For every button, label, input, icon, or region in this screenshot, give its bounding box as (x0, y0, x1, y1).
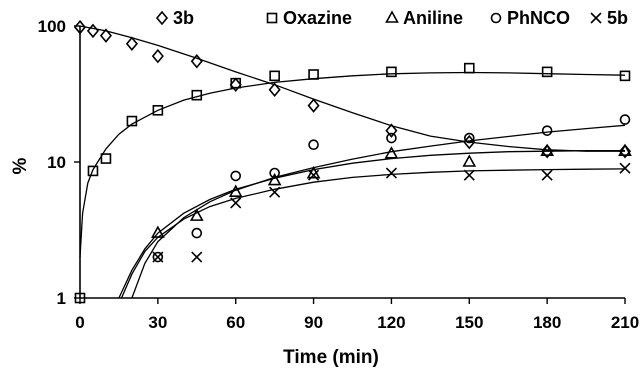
y-tick-label: 1 (57, 289, 66, 308)
data-point-3b (307, 98, 320, 113)
x-tick-label: 210 (611, 313, 639, 332)
x-axis-ticks: 0 30 60 90 120 150 180 210 (75, 298, 639, 332)
data-point-3b (229, 77, 242, 92)
data-point-oxazine (463, 62, 475, 74)
data-point-aniline (384, 146, 399, 159)
data-point-phnco (230, 170, 242, 182)
y-axis-title: % (10, 157, 31, 174)
x-tick-label: 0 (75, 313, 84, 332)
legend-marker-oxazine (266, 12, 278, 24)
data-point-oxazine (152, 104, 164, 116)
x-tick-label: 150 (455, 313, 483, 332)
data-point-phnco (308, 139, 319, 151)
data-point-3b (385, 123, 398, 138)
legend-marker-3b (155, 10, 169, 26)
x-tick-label: 180 (533, 313, 561, 332)
x-tick-label: 90 (304, 313, 323, 332)
y-tick-label: 100 (38, 17, 66, 36)
x-tick-label: 60 (226, 313, 245, 332)
data-point-3b (125, 36, 138, 52)
legend-label-phnco: PhNCO (507, 8, 570, 28)
data-point-phnco (541, 125, 553, 136)
data-point-5b (541, 169, 553, 181)
data-markers (73, 19, 632, 304)
data-point-aniline (618, 143, 632, 157)
x-tick-label: 30 (148, 313, 167, 332)
data-point-3b (86, 23, 100, 39)
data-point-aniline (267, 172, 282, 186)
data-point-phnco (619, 114, 631, 125)
fit-lines (79, 25, 626, 299)
legend-label-5b: 5b (607, 8, 628, 28)
data-point-5b (152, 251, 164, 263)
legend-marker-phnco (490, 12, 502, 24)
legend-label-oxazine: Oxazine (283, 8, 352, 28)
fit-line-3b (79, 25, 625, 152)
data-point-oxazine (386, 66, 397, 78)
data-point-phnco (463, 132, 475, 144)
data-point-5b (191, 251, 203, 263)
data-point-aniline (540, 143, 554, 157)
data-point-3b (190, 54, 203, 69)
data-point-oxazine (100, 153, 112, 164)
legend-label-3b: 3b (173, 8, 194, 28)
x-axis-title: Time (min) (283, 347, 379, 368)
legend-label-aniline: Aniline (403, 8, 463, 28)
data-point-oxazine (308, 69, 319, 80)
data-point-5b (619, 162, 631, 174)
data-point-3b (618, 143, 632, 159)
data-point-3b (151, 48, 164, 64)
data-point-5b (269, 186, 281, 198)
fit-line-phnco (131, 124, 626, 299)
data-point-phnco (191, 227, 203, 239)
data-point-phnco (386, 132, 397, 144)
data-point-aniline (189, 208, 204, 221)
data-point-aniline (228, 184, 243, 197)
y-tick-label: 10 (47, 153, 66, 172)
data-point-oxazine (541, 66, 553, 78)
x-tick-label: 120 (377, 313, 405, 332)
legend: 3b Oxazine Aniline PhNCO 5b (155, 8, 628, 28)
legend-marker-aniline (385, 10, 399, 23)
data-point-oxazine (619, 70, 631, 82)
data-point-3b (541, 143, 554, 159)
data-point-oxazine (269, 70, 280, 82)
data-point-oxazine (126, 115, 138, 127)
data-point-3b (99, 28, 112, 43)
fit-line-5b (120, 168, 626, 299)
data-point-5b (463, 169, 475, 181)
data-point-5b (385, 167, 397, 179)
y-axis-ticks: 1 10 100 (38, 17, 80, 308)
data-point-oxazine (87, 165, 99, 177)
data-point-oxazine (191, 89, 203, 101)
data-point-phnco (152, 251, 164, 263)
data-point-aniline (151, 225, 165, 238)
data-point-oxazine (230, 77, 242, 89)
data-point-3b (268, 82, 281, 97)
data-point-5b (308, 169, 320, 181)
fit-line-aniline (118, 150, 625, 299)
data-point-aniline (462, 154, 477, 167)
data-point-phnco (269, 167, 280, 179)
data-point-5b (230, 197, 242, 209)
legend-marker-5b (590, 12, 602, 24)
